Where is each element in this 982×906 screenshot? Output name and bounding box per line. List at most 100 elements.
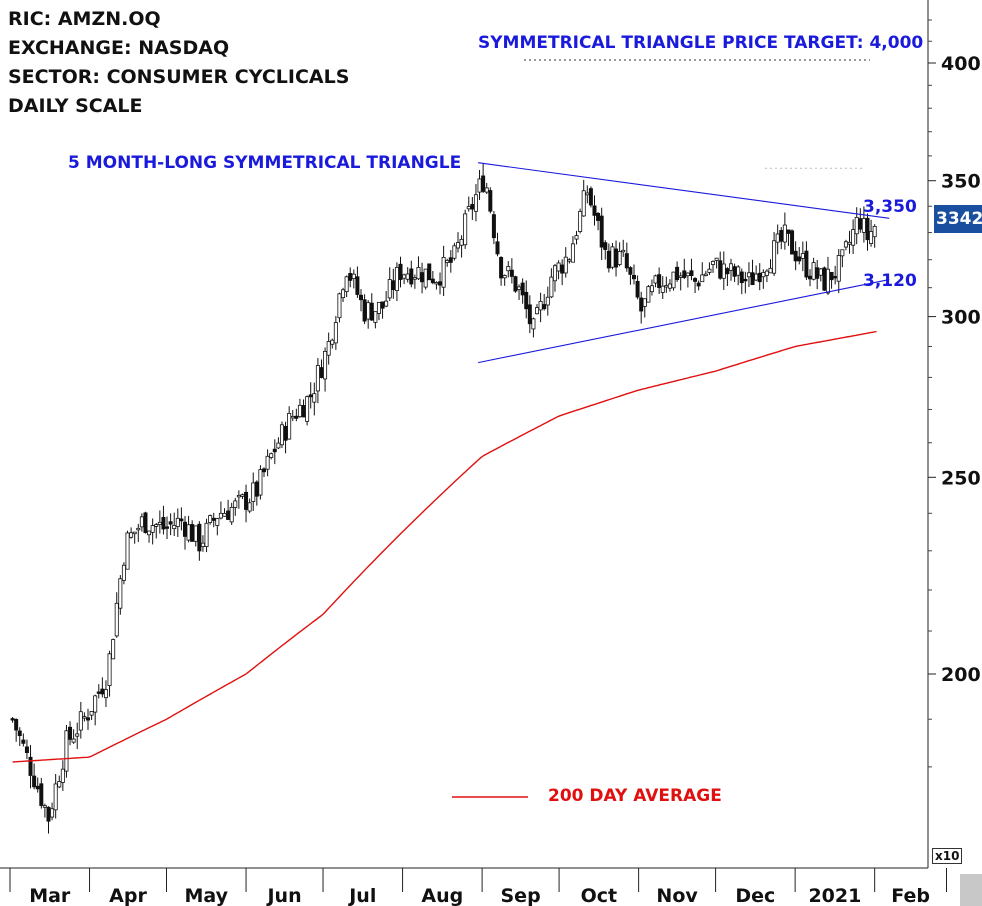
candle-body — [732, 266, 737, 277]
candle-body — [764, 270, 769, 276]
candle-body — [362, 299, 367, 322]
x-tick-label: Feb — [891, 885, 930, 906]
candle-body — [488, 190, 493, 212]
candle-body — [606, 250, 611, 269]
candlesticks — [10, 162, 877, 834]
candle-body — [592, 205, 597, 216]
candle-body — [394, 266, 399, 291]
candle-body — [157, 521, 162, 525]
x-tick-label: May — [185, 885, 229, 906]
candle-body — [197, 523, 202, 552]
candle-body — [14, 719, 19, 731]
scroll-corner — [960, 874, 982, 906]
candle-body — [646, 286, 651, 303]
candle-body — [660, 285, 665, 293]
x-tick-label: Aug — [421, 885, 463, 906]
candle-body — [538, 301, 543, 311]
candle-body — [53, 783, 58, 811]
candle-body — [344, 276, 349, 293]
candle-body — [531, 318, 536, 330]
candle-body — [869, 231, 874, 244]
candle-body — [301, 405, 306, 418]
candle-body — [861, 218, 866, 233]
candle-body — [251, 482, 256, 502]
candle-body — [21, 739, 26, 744]
candle-body — [136, 527, 141, 531]
candle-body — [24, 746, 29, 753]
multiplier-label: x10 — [932, 848, 963, 864]
candle-body — [833, 276, 838, 279]
candle-body — [800, 253, 805, 259]
candle-body — [804, 250, 809, 278]
candle-body — [308, 394, 313, 398]
candle-body — [736, 266, 741, 276]
sector-label: SECTOR: CONSUMER CYCLICALS — [8, 66, 350, 88]
candle-body — [542, 304, 547, 310]
candle-body — [103, 689, 108, 699]
candle-body — [333, 322, 338, 344]
candle-body — [409, 268, 414, 285]
candle-body — [703, 273, 708, 277]
candle-body — [693, 278, 698, 282]
candle-body — [294, 415, 299, 419]
candle-body — [32, 775, 37, 788]
y-tick-label: 300 — [941, 307, 981, 329]
candle-body — [312, 393, 317, 403]
candle-body — [64, 730, 69, 772]
candle-body — [495, 241, 500, 255]
candle-body — [829, 271, 834, 281]
candle-body — [614, 248, 619, 268]
candle-body — [746, 272, 751, 278]
candle-body — [139, 516, 144, 528]
candle-body — [57, 781, 62, 788]
candle-body — [279, 424, 284, 446]
candle-body — [398, 263, 403, 280]
candle-body — [574, 235, 579, 240]
candle-body — [552, 265, 557, 282]
candle-body — [226, 510, 231, 520]
x-tick-label: Dec — [735, 885, 775, 906]
candle-body — [596, 212, 601, 221]
candle-body — [276, 442, 281, 449]
candle-body — [208, 515, 213, 523]
candle-body — [204, 522, 209, 547]
candle-body — [283, 425, 288, 441]
candle-body — [118, 578, 123, 609]
candle-body — [427, 263, 432, 281]
candle-body — [448, 257, 453, 263]
candle-body — [423, 268, 428, 288]
candle-body — [667, 283, 672, 289]
candle-body — [387, 279, 392, 299]
candle-body — [653, 275, 658, 284]
candle-body — [560, 264, 565, 274]
candle-body — [290, 416, 295, 419]
candle-body — [236, 494, 241, 498]
candle-body — [412, 277, 417, 280]
candle-body — [772, 240, 777, 274]
candle-body — [517, 286, 522, 290]
candle-body — [179, 518, 184, 522]
candle-body — [287, 412, 292, 440]
candle-body — [847, 241, 852, 245]
candle-body — [265, 455, 270, 470]
candle-body — [111, 639, 116, 660]
candle-body — [341, 289, 346, 299]
candle-body — [721, 263, 726, 279]
x-tick-label: Mar — [29, 885, 71, 906]
candle-body — [233, 500, 238, 508]
candle-body — [68, 726, 73, 740]
candle-body — [854, 216, 859, 235]
candle-body — [545, 296, 550, 306]
candle-body — [326, 341, 331, 356]
candle-body — [865, 217, 870, 241]
candle-body — [818, 268, 823, 276]
candle-body — [175, 517, 180, 527]
candle-body — [459, 238, 464, 246]
candle-body — [416, 267, 421, 280]
candle-body — [89, 711, 94, 716]
candle-body — [215, 518, 220, 526]
candle-body — [499, 257, 504, 279]
candle-body — [682, 270, 687, 278]
candle-body — [739, 271, 744, 284]
candle-body — [154, 524, 159, 527]
